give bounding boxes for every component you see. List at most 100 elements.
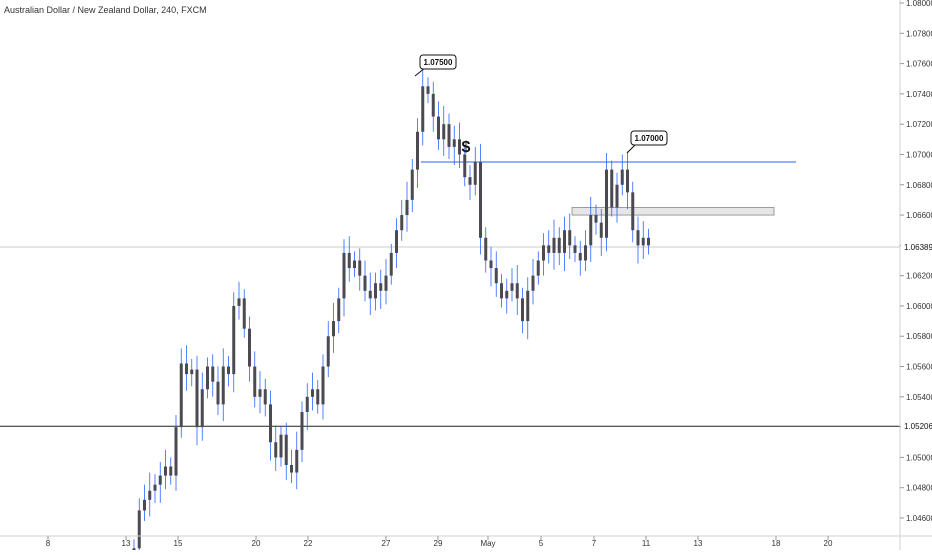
candle-body (169, 466, 173, 476)
time-tick-label: 7 (592, 539, 597, 548)
candle-body (153, 484, 157, 491)
candle-body (437, 116, 440, 140)
candle-body (521, 298, 524, 322)
candle-body (342, 252, 346, 299)
time-tick-label: 5 (539, 539, 544, 548)
candle-body (321, 366, 325, 405)
candle-body (284, 434, 288, 465)
candle-body (531, 275, 535, 291)
candle-body (174, 427, 178, 476)
candle-body (557, 237, 561, 253)
candle-body (384, 275, 388, 291)
candle-body (389, 252, 393, 276)
high-callout-box[interactable] (419, 54, 457, 70)
candle-body (253, 366, 257, 397)
dollar-marker: $ (462, 139, 471, 156)
candle-body (374, 283, 377, 299)
candle-body (615, 184, 619, 208)
candle-body (484, 237, 488, 261)
candle-body (568, 230, 572, 246)
candle-body (363, 275, 367, 291)
candle-body (626, 169, 629, 193)
candle-body (584, 245, 587, 261)
candle-body (379, 283, 383, 291)
candle-body (473, 162, 477, 185)
time-tick-label: 22 (304, 539, 313, 548)
candle-body (137, 510, 141, 549)
candle-body (489, 260, 493, 269)
demand-zone-box[interactable] (571, 207, 775, 216)
time-tick-label: 29 (434, 539, 443, 548)
horizontal-line-label: 1.05206 (904, 422, 932, 431)
candle-body (589, 215, 593, 246)
candle-body (647, 237, 650, 246)
price-tick-label: 1.07200 (906, 120, 932, 129)
time-tick-label: 11 (642, 539, 651, 548)
candle-body (610, 169, 614, 208)
candle-body (269, 404, 272, 443)
candle-body (421, 86, 425, 132)
candle-body (190, 369, 194, 375)
candle-body (164, 466, 167, 476)
candle-body (316, 389, 320, 405)
time-tick-label: 8 (46, 539, 51, 548)
candle-body (332, 321, 335, 337)
candle-body (599, 222, 603, 238)
candle-body (431, 93, 435, 117)
candle-body (258, 389, 262, 397)
price-tick-label: 1.06000 (906, 302, 932, 311)
price-tick-label: 1.06600 (906, 211, 932, 220)
candle-body (179, 363, 183, 428)
candle-body (636, 230, 640, 246)
candle-body (227, 366, 230, 375)
candle-body (290, 464, 293, 473)
time-tick-label: May (480, 539, 495, 548)
time-tick-label: 18 (772, 539, 781, 548)
candle-body (148, 490, 152, 500)
price-tick-label: 1.07400 (906, 90, 932, 99)
candle-body (410, 169, 414, 200)
high-callout-label: 1.07500 (424, 58, 453, 67)
candle-body (510, 283, 514, 291)
candle-body (405, 199, 409, 216)
level-callout-box[interactable] (630, 130, 668, 146)
candle-body (295, 449, 299, 473)
horizontal-line-label-bg (901, 420, 932, 433)
price-tick-label: 1.04800 (906, 484, 932, 493)
candle-body (242, 298, 246, 329)
candle-body (368, 290, 372, 299)
price-tick-label: 1.05600 (906, 363, 932, 372)
time-tick-label: 15 (174, 539, 183, 548)
price-tick-label: 1.06800 (906, 181, 932, 190)
candle-body (216, 381, 220, 405)
candle-body (300, 411, 304, 450)
price-tick-label: 1.05800 (906, 332, 932, 341)
candle-body (237, 298, 241, 306)
candle-body (605, 169, 608, 238)
candle-body (641, 237, 645, 246)
candle-body (452, 139, 456, 147)
candle-body (279, 434, 283, 458)
candle-body (505, 290, 509, 299)
candle-body (468, 177, 472, 185)
candle-body (447, 124, 451, 147)
candle-body (426, 86, 430, 94)
candle-body (185, 363, 188, 375)
candle-body (311, 389, 314, 397)
candle-body (631, 192, 635, 231)
candle-body (248, 328, 251, 367)
candle-body (158, 475, 162, 485)
time-tick-label: 13 (122, 539, 131, 548)
candle-body (542, 245, 545, 261)
candle-body (347, 252, 351, 269)
candle-body (479, 162, 482, 238)
candle-body (547, 245, 551, 253)
candle-body (232, 305, 236, 375)
candle-body (305, 396, 309, 412)
price-tick-label: 1.08000 (906, 0, 932, 8)
candle-body (515, 283, 519, 299)
candle-body (221, 366, 225, 405)
candle-body (206, 366, 209, 390)
